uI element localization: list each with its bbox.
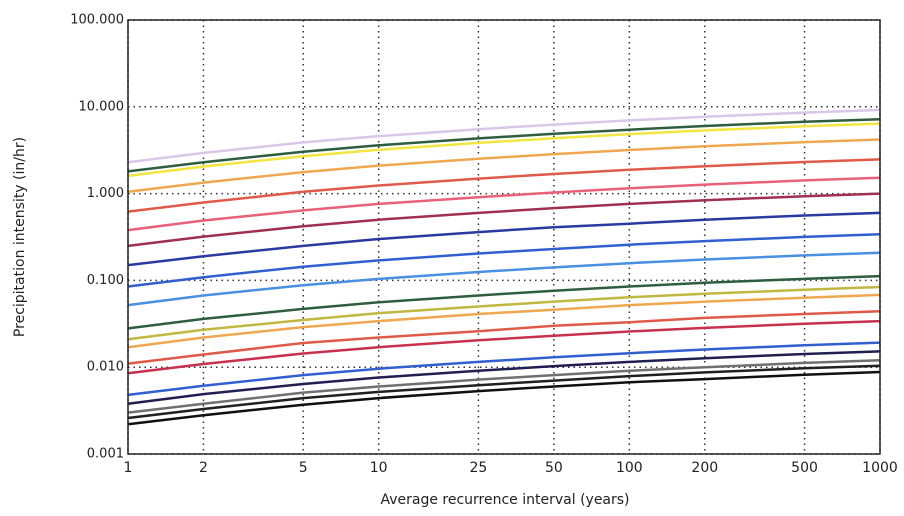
series-line bbox=[127, 370, 881, 426]
series-line bbox=[127, 364, 881, 420]
x-tick-label: 500 bbox=[791, 460, 818, 476]
x-tick-label: 2 bbox=[199, 460, 208, 476]
x-tick-label: 5 bbox=[299, 460, 308, 476]
y-tick-label: 0.010 bbox=[87, 360, 124, 375]
y-axis-label: Precipitation intensity (in/hr) bbox=[12, 137, 28, 337]
x-tick-label: 200 bbox=[691, 460, 718, 476]
x-tick-label: 1 bbox=[124, 460, 133, 476]
series-line bbox=[127, 359, 881, 414]
series-line bbox=[127, 251, 881, 307]
plot-frame bbox=[127, 19, 881, 455]
x-tick-label: 50 bbox=[545, 460, 563, 476]
series-line bbox=[127, 108, 881, 164]
y-tick-label: 1.000 bbox=[87, 186, 124, 201]
series-line bbox=[127, 274, 881, 330]
series-line bbox=[127, 122, 881, 178]
series-line bbox=[127, 192, 881, 248]
series-line bbox=[127, 350, 881, 405]
series-line bbox=[127, 293, 881, 349]
series-line bbox=[127, 341, 881, 397]
series-line bbox=[127, 176, 881, 232]
y-tick-label: 100.000 bbox=[70, 13, 124, 28]
x-tick-label: 1000 bbox=[862, 460, 898, 476]
x-axis-label: Average recurrence interval (years) bbox=[380, 492, 629, 508]
x-tick-label: 25 bbox=[470, 460, 488, 476]
x-tick-label: 10 bbox=[370, 460, 388, 476]
y-tick-label: 0.001 bbox=[87, 447, 124, 462]
series-line bbox=[127, 211, 881, 267]
series-line bbox=[127, 117, 881, 173]
series-line bbox=[127, 158, 881, 213]
series-line bbox=[127, 310, 881, 365]
series-line bbox=[127, 319, 881, 375]
y-tick-label: 0.100 bbox=[87, 273, 124, 288]
series-line bbox=[127, 285, 881, 341]
series-line bbox=[127, 138, 881, 194]
x-tick-label: 100 bbox=[616, 460, 643, 476]
y-tick-label: 10.000 bbox=[79, 99, 125, 114]
series-line bbox=[127, 233, 881, 288]
